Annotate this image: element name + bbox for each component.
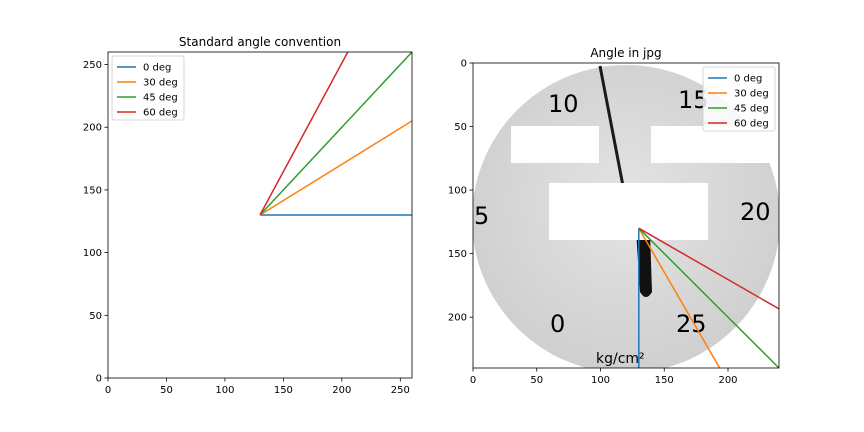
legend-label: 60 deg xyxy=(143,108,178,119)
series-line-45-deg xyxy=(259,52,412,216)
x-tick-label: 150 xyxy=(274,385,293,396)
y-tick-label: 150 xyxy=(83,185,102,196)
legend-box xyxy=(702,66,776,132)
x-tick-label: 200 xyxy=(718,375,737,386)
series-line-60-deg xyxy=(259,52,349,216)
x-tick-label: 200 xyxy=(332,385,351,396)
left-chart: Standard angle convention 0 50 100 150 200 25… xyxy=(83,35,413,396)
redaction-box xyxy=(511,126,599,163)
legend-label: 30 deg xyxy=(143,78,178,89)
x-tick-label: 150 xyxy=(655,375,674,386)
x-tick-label: 250 xyxy=(391,385,410,396)
right-chart: Angle in jpg 10 15 5 20 0 25 kg/cm² 0 50 1… xyxy=(448,46,780,386)
y-tick-label: 200 xyxy=(448,313,467,324)
y-tick-label: 50 xyxy=(89,311,102,322)
chart-title: Standard angle convention xyxy=(179,35,341,49)
dial-label-0: 0 xyxy=(550,310,565,338)
redaction-box xyxy=(549,183,708,240)
legend-label: 45 deg xyxy=(734,104,769,115)
left-axes-frame xyxy=(107,51,413,379)
legend-box xyxy=(111,55,185,121)
y-tick-label: 0 xyxy=(461,59,467,70)
legend-label: 30 deg xyxy=(734,89,769,100)
right-series-lines xyxy=(638,227,779,368)
dial-label-10: 10 xyxy=(548,90,579,118)
x-tick-label: 0 xyxy=(470,375,476,386)
y-tick-label: 0 xyxy=(96,374,102,385)
legend-label: 60 deg xyxy=(734,119,769,130)
right-legend: 0 deg 30 deg 45 deg 60 deg xyxy=(702,66,776,132)
x-tick-label: 50 xyxy=(530,375,543,386)
series-line-30-deg xyxy=(259,120,412,216)
redaction-box xyxy=(651,126,779,163)
dial-label-25: 25 xyxy=(676,310,707,338)
legend-label: 45 deg xyxy=(143,93,178,104)
x-tick-label: 0 xyxy=(105,385,111,396)
x-tick-label: 50 xyxy=(160,385,173,396)
gauge-needle-tail xyxy=(636,230,652,297)
dial-label-5: 5 xyxy=(474,202,489,230)
chart-title: Angle in jpg xyxy=(590,46,661,60)
left-legend: 0 deg 30 deg 45 deg 60 deg xyxy=(111,55,185,121)
y-tick-label: 100 xyxy=(83,248,102,259)
x-tick-label: 100 xyxy=(215,385,234,396)
y-tick-label: 50 xyxy=(454,122,467,133)
y-tick-label: 150 xyxy=(448,249,467,260)
series-line-45-deg xyxy=(638,227,779,368)
left-series-lines xyxy=(259,52,412,216)
x-tick-label: 100 xyxy=(591,375,610,386)
legend-label: 0 deg xyxy=(734,74,762,85)
right-axes-frame xyxy=(472,62,780,369)
legend-label: 0 deg xyxy=(143,63,171,74)
y-tick-label: 250 xyxy=(83,60,102,71)
series-line-60-deg xyxy=(638,227,779,310)
dial-label-unit: kg/cm² xyxy=(596,351,645,367)
left-ticks: 0 50 100 150 200 250 0 50 100 150 200 250 xyxy=(83,60,410,396)
y-tick-label: 200 xyxy=(83,123,102,134)
y-tick-label: 100 xyxy=(448,186,467,197)
series-line-30-deg xyxy=(638,227,721,368)
dial-label-20: 20 xyxy=(740,198,771,226)
